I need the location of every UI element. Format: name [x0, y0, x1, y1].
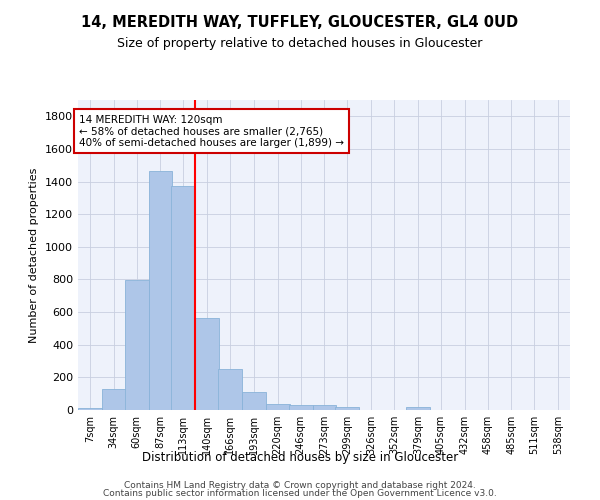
Y-axis label: Number of detached properties: Number of detached properties [29, 168, 40, 342]
Bar [78, 408, 102, 410]
Text: 14 MEREDITH WAY: 120sqm
← 58% of detached houses are smaller (2,765)
40% of semi: 14 MEREDITH WAY: 120sqm ← 58% of detache… [79, 114, 344, 148]
Text: Contains public sector information licensed under the Open Government Licence v3: Contains public sector information licen… [103, 489, 497, 498]
Bar [125, 280, 149, 410]
Text: Contains HM Land Registry data © Crown copyright and database right 2024.: Contains HM Land Registry data © Crown c… [124, 480, 476, 490]
Bar [149, 171, 172, 410]
Bar [172, 186, 195, 410]
Bar [313, 405, 337, 410]
Text: 14, MEREDITH WAY, TUFFLEY, GLOUCESTER, GL4 0UD: 14, MEREDITH WAY, TUFFLEY, GLOUCESTER, G… [82, 15, 518, 30]
Bar [102, 389, 125, 410]
Text: Size of property relative to detached houses in Gloucester: Size of property relative to detached ho… [118, 38, 482, 51]
Bar [195, 318, 219, 410]
Text: Distribution of detached houses by size in Gloucester: Distribution of detached houses by size … [142, 451, 458, 464]
Bar [266, 404, 290, 410]
Bar [218, 369, 242, 410]
Bar [335, 406, 359, 410]
Bar [242, 392, 266, 410]
Bar [406, 406, 430, 410]
Bar [289, 405, 313, 410]
